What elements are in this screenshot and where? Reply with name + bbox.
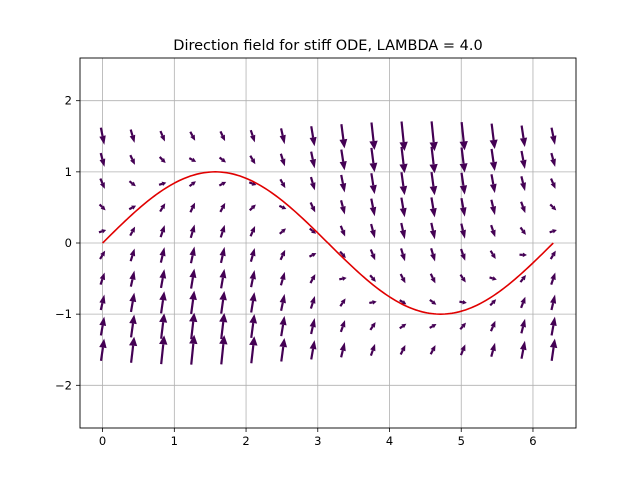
x-tick-label: 5	[458, 434, 465, 448]
y-tick-label: −2	[55, 378, 72, 392]
y-tick-label: 0	[65, 236, 72, 250]
x-tick-label: 6	[529, 434, 536, 448]
x-tick-label: 1	[171, 434, 178, 448]
y-tick-label: 2	[65, 94, 72, 108]
x-tick-label: 4	[386, 434, 393, 448]
x-tick-label: 3	[314, 434, 321, 448]
chart-title: Direction field for stiff ODE, LAMBDA = …	[173, 38, 482, 54]
y-tick-label: 1	[65, 165, 72, 179]
x-tick-label: 2	[242, 434, 249, 448]
x-tick-label: 0	[99, 434, 106, 448]
y-tick-label: −1	[55, 307, 72, 321]
